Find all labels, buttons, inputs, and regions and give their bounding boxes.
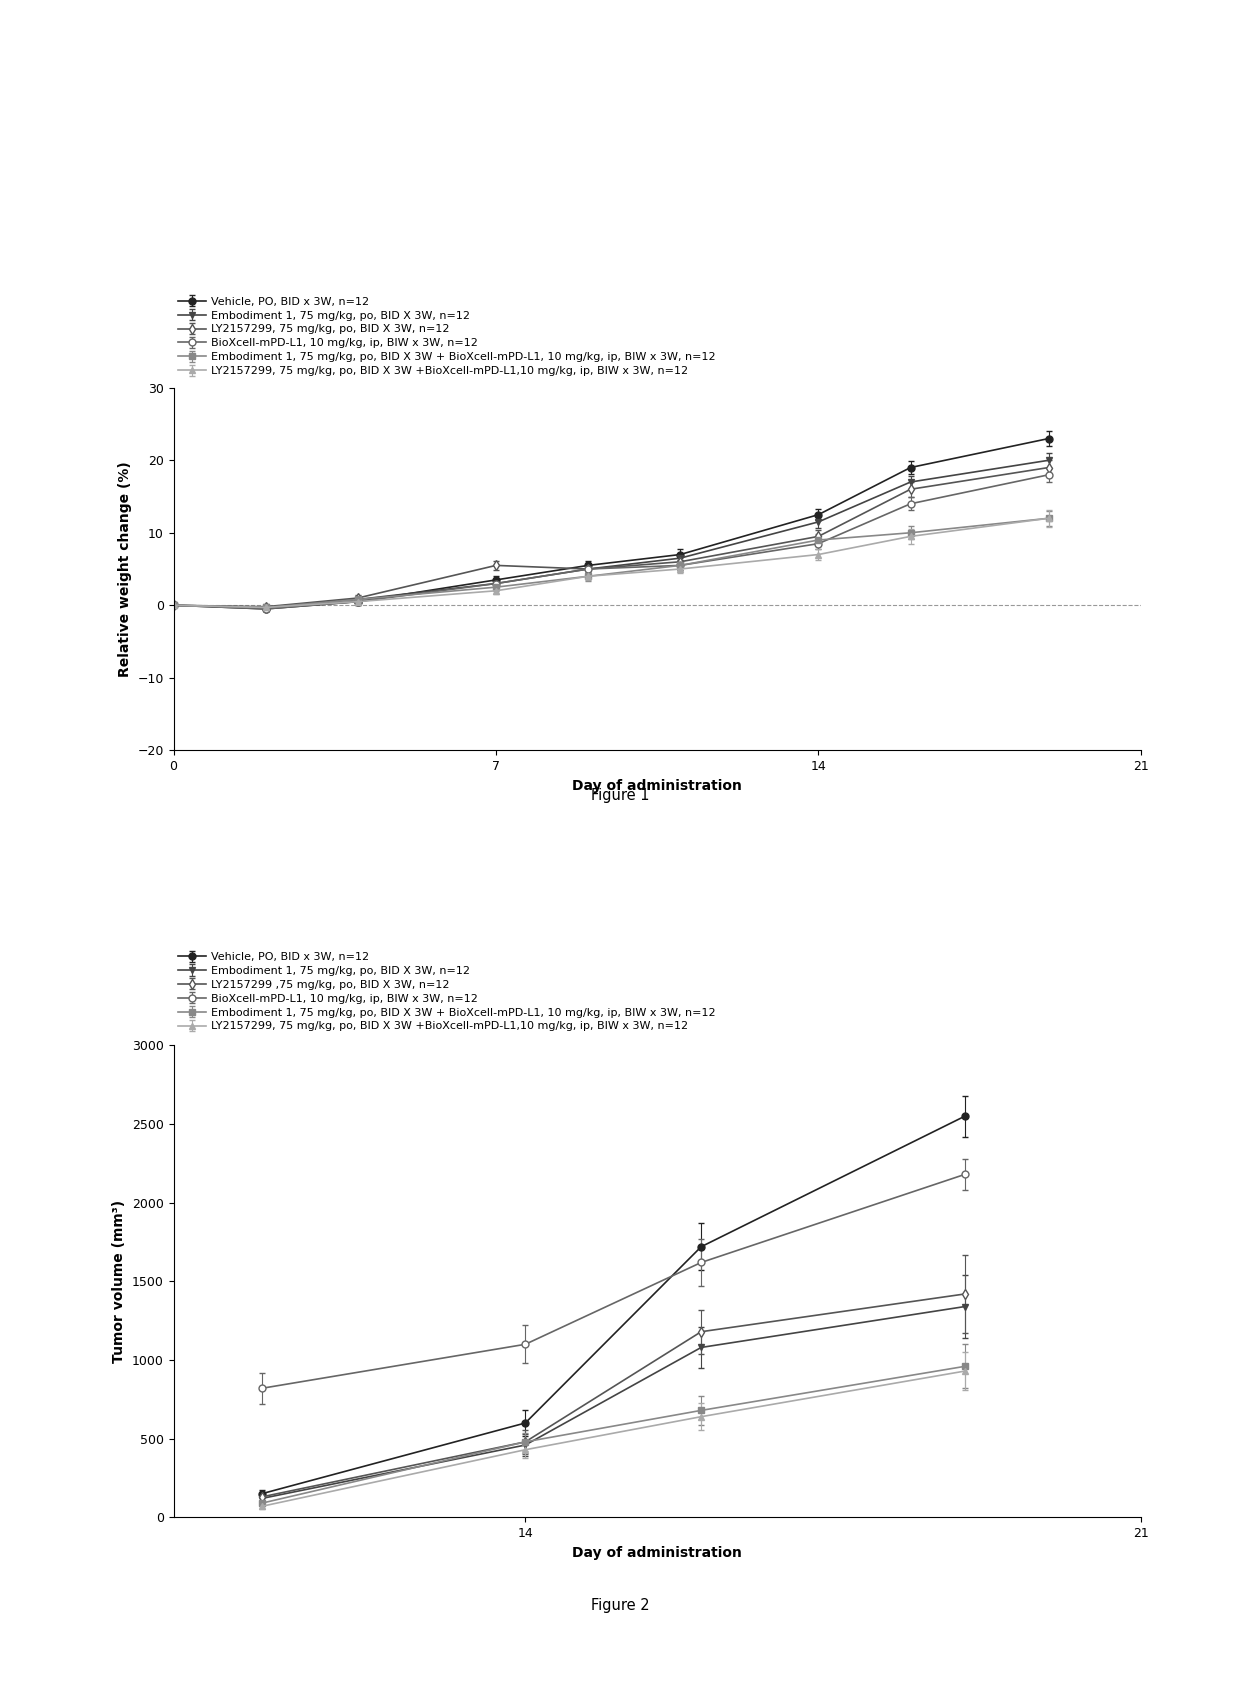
Text: Figure 2: Figure 2 <box>590 1598 650 1612</box>
Legend: Vehicle, PO, BID x 3W, n=12, Embodiment 1, 75 mg/kg, po, BID X 3W, n=12, LY21572: Vehicle, PO, BID x 3W, n=12, Embodiment … <box>174 948 720 1035</box>
X-axis label: Day of administration: Day of administration <box>573 779 742 792</box>
Y-axis label: Tumor volume (mm³): Tumor volume (mm³) <box>113 1200 126 1362</box>
X-axis label: Day of administration: Day of administration <box>573 1546 742 1560</box>
Legend: Vehicle, PO, BID x 3W, n=12, Embodiment 1, 75 mg/kg, po, BID X 3W, n=12, LY21572: Vehicle, PO, BID x 3W, n=12, Embodiment … <box>174 292 720 381</box>
Y-axis label: Relative weight change (%): Relative weight change (%) <box>118 462 131 676</box>
Text: Figure 1: Figure 1 <box>590 789 650 803</box>
